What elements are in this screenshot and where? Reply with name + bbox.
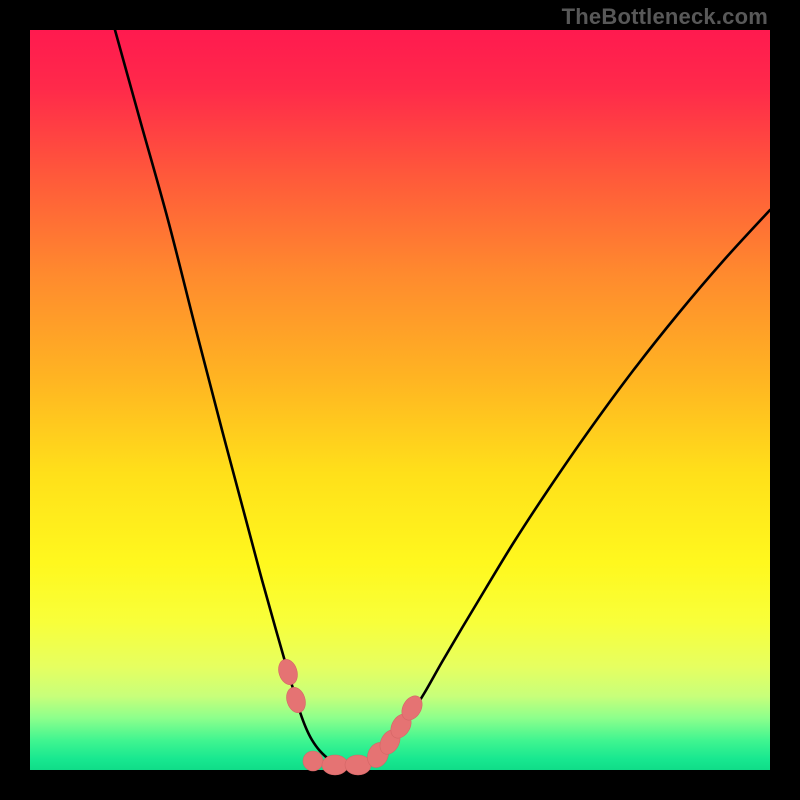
- plot-gradient-area: [30, 30, 770, 770]
- chart-container: TheBottleneck.com: [0, 0, 800, 800]
- watermark-text: TheBottleneck.com: [562, 4, 768, 30]
